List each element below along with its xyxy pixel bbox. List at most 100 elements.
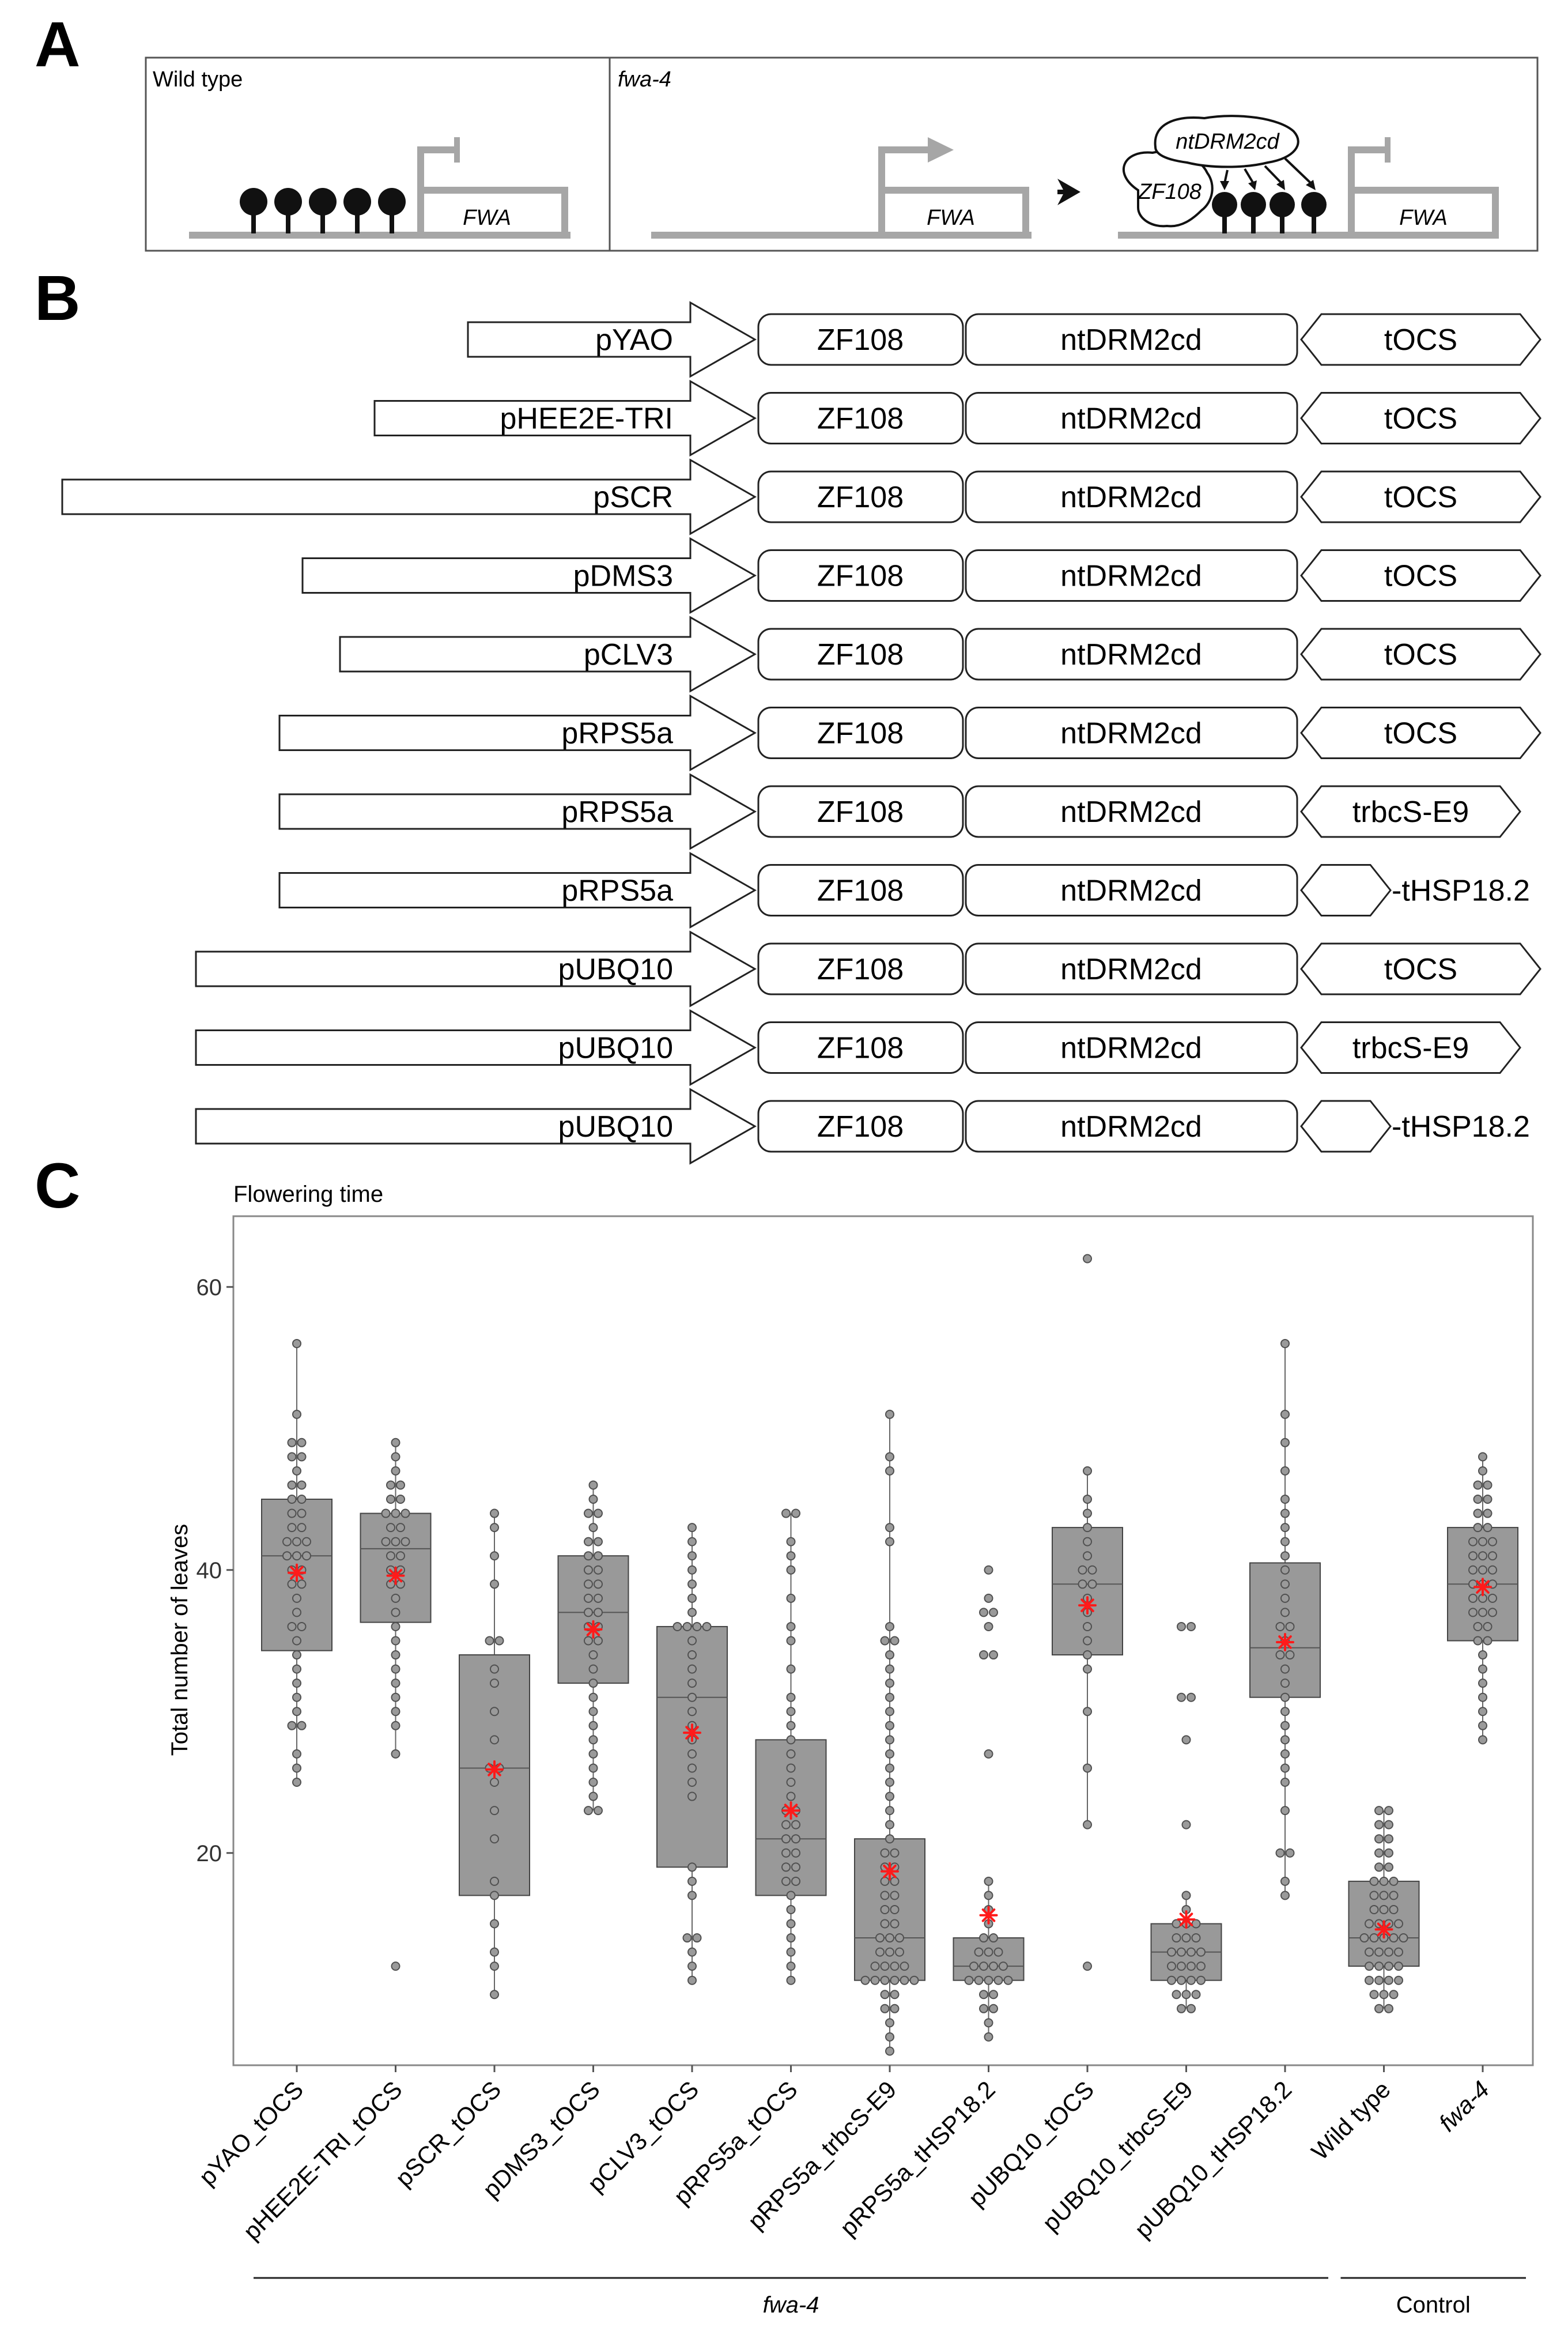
data-point [594, 1636, 603, 1646]
zf108-label: ZF108 [817, 323, 904, 357]
data-point [984, 1891, 993, 1900]
data-point [282, 1537, 292, 1546]
zf108-label: ZF108 [817, 402, 904, 436]
data-point [1083, 1495, 1092, 1504]
data-point [396, 1495, 405, 1504]
data-point [584, 1593, 593, 1603]
data-point [875, 1947, 885, 1957]
promoter-label: pRPS5a [561, 795, 673, 829]
data-point [1374, 1806, 1384, 1816]
data-point [584, 1636, 593, 1646]
data-point [490, 1891, 499, 1900]
data-point [989, 1608, 998, 1617]
data-point [1374, 2004, 1384, 2013]
data-point [287, 1508, 297, 1518]
data-point [1280, 1523, 1290, 1533]
data-point [292, 1749, 301, 1759]
zf108-domain [757, 942, 964, 995]
data-point [594, 1551, 603, 1561]
promoter-arrow [195, 1088, 757, 1165]
data-point [984, 1621, 993, 1631]
data-point [1083, 1508, 1092, 1518]
data-point [687, 1565, 697, 1575]
x-axis-labels: pYAO_tOCSpHEE2E-TRI_tOCSpSCR_tOCSpDMS3_t… [194, 2065, 1494, 2245]
data-point [1280, 1806, 1290, 1816]
data-point [1167, 1961, 1176, 1971]
data-point [687, 1876, 697, 1886]
zf108-domain [757, 470, 964, 523]
data-point [297, 1480, 307, 1490]
data-point [584, 1579, 593, 1589]
data-point [890, 1891, 900, 1900]
construct-row: pDMS3 ZF108 ntDRM2cd tOCS [301, 537, 1541, 614]
data-point [786, 1551, 796, 1561]
data-point [984, 1565, 993, 1575]
zf108-domain [757, 707, 964, 759]
data-point [885, 1721, 894, 1730]
data-point [292, 1593, 301, 1603]
data-point [1191, 1919, 1201, 1929]
ntdrm2cd-label: ntDRM2cd [1060, 560, 1202, 593]
data-point [885, 1763, 894, 1773]
data-point [1280, 1593, 1290, 1603]
data-point [490, 1551, 499, 1561]
data-point [297, 1621, 307, 1631]
data-point [1087, 1565, 1097, 1575]
data-point [1384, 1961, 1393, 1971]
data-point [781, 1862, 791, 1872]
data-point [292, 1692, 301, 1702]
data-point [786, 1778, 796, 1787]
data-point [786, 1593, 796, 1603]
data-point [391, 1621, 400, 1631]
ntdrm2cd-label: ntDRM2cd [1060, 323, 1202, 357]
data-point [870, 1961, 880, 1971]
promoter-arrow [278, 851, 757, 929]
data-point [1275, 1848, 1285, 1858]
data-point [584, 1565, 593, 1575]
data-point [1196, 1975, 1206, 1985]
box-group [1150, 1621, 1222, 2013]
zf108-label: ZF108 [817, 874, 904, 908]
data-point [870, 1975, 880, 1985]
data-point [292, 1664, 301, 1674]
data-point [692, 1933, 702, 1943]
data-point [687, 1678, 697, 1688]
data-point [490, 1990, 499, 2000]
data-point [885, 1537, 894, 1546]
data-point [1483, 1495, 1493, 1504]
data-point [687, 1664, 697, 1674]
data-point [381, 1537, 391, 1546]
data-point [1187, 1692, 1196, 1702]
data-point [984, 1947, 993, 1957]
data-point [400, 1537, 410, 1546]
data-point [490, 1523, 499, 1533]
y-tick-label: 60 [197, 1275, 222, 1300]
data-point [1468, 1551, 1478, 1561]
promoter-arrow [278, 773, 757, 850]
data-point [979, 1990, 988, 2000]
data-point [1280, 1763, 1290, 1773]
data-point [1280, 1608, 1290, 1617]
data-point [297, 1452, 307, 1462]
data-point [885, 1452, 894, 1462]
data-point [979, 2004, 988, 2013]
data-point [1384, 1834, 1393, 1844]
data-point [400, 1508, 410, 1518]
data-point [292, 1551, 301, 1561]
terminator-label: -tHSP18.2 [1392, 1110, 1530, 1144]
promoter-arrow [61, 458, 757, 535]
data-point [490, 1508, 499, 1518]
mean-marker [979, 1906, 998, 1925]
data-point [1478, 1678, 1487, 1688]
construct-list: pYAO ZF108 ntDRM2cd tOCS pHEE2E-TRI ZF108 ntDR… [61, 301, 1541, 1165]
data-point [1187, 1621, 1196, 1631]
data-point [890, 1990, 900, 2000]
box-group [261, 1338, 333, 1787]
data-point [588, 1692, 598, 1702]
construct-row: pSCR ZF108 ntDRM2cd tOCS [61, 458, 1541, 535]
data-point [885, 1409, 894, 1419]
data-point [1473, 1508, 1483, 1518]
data-point [1275, 1650, 1285, 1660]
data-point [1374, 1848, 1384, 1858]
data-point [687, 1707, 697, 1717]
